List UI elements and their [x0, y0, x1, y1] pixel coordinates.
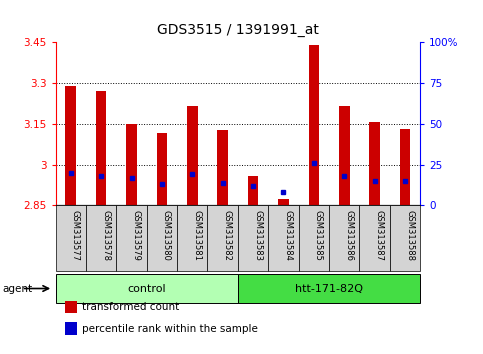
Bar [238, 274, 420, 303]
Text: GSM313578: GSM313578 [101, 210, 110, 261]
Text: agent: agent [2, 284, 32, 293]
Text: GSM313579: GSM313579 [131, 210, 141, 261]
Bar [400, 129, 411, 205]
Bar [390, 205, 420, 271]
Text: GSM313580: GSM313580 [162, 210, 171, 261]
Text: GSM313587: GSM313587 [375, 210, 384, 261]
Text: htt-171-82Q: htt-171-82Q [295, 284, 363, 293]
Bar [278, 199, 289, 205]
Bar [56, 274, 238, 303]
Bar [126, 124, 137, 205]
Bar [309, 45, 319, 205]
Bar [298, 205, 329, 271]
Bar [187, 106, 198, 205]
Text: GSM313586: GSM313586 [344, 210, 353, 261]
Text: control: control [128, 284, 166, 293]
Text: GSM313585: GSM313585 [314, 210, 323, 261]
Text: GSM313577: GSM313577 [71, 210, 80, 261]
Bar [339, 106, 350, 205]
Text: GSM313588: GSM313588 [405, 210, 414, 261]
Text: GSM313582: GSM313582 [223, 210, 232, 261]
Bar [86, 205, 116, 271]
Text: percentile rank within the sample: percentile rank within the sample [82, 324, 258, 333]
Bar [56, 205, 86, 271]
Text: transformed count: transformed count [82, 302, 179, 312]
Text: GSM313583: GSM313583 [253, 210, 262, 261]
Bar [238, 205, 268, 271]
Bar [177, 205, 208, 271]
Bar [147, 205, 177, 271]
Bar [268, 205, 298, 271]
Bar [156, 133, 167, 205]
Bar [116, 205, 147, 271]
Bar [96, 91, 106, 205]
Text: GSM313584: GSM313584 [284, 210, 293, 261]
Bar [217, 130, 228, 205]
Bar [208, 205, 238, 271]
Bar [248, 176, 258, 205]
Bar [65, 86, 76, 205]
Text: GDS3515 / 1391991_at: GDS3515 / 1391991_at [157, 23, 319, 37]
Text: GSM313581: GSM313581 [192, 210, 201, 261]
Bar [369, 122, 380, 205]
Bar [329, 205, 359, 271]
Bar [359, 205, 390, 271]
